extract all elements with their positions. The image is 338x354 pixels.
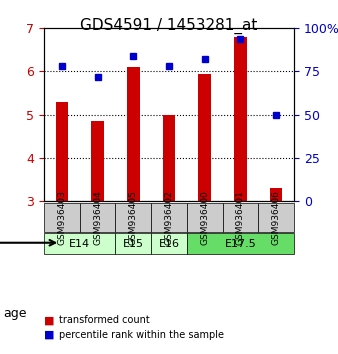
FancyBboxPatch shape (115, 202, 151, 232)
FancyBboxPatch shape (187, 233, 294, 254)
FancyBboxPatch shape (151, 202, 187, 232)
Text: percentile rank within the sample: percentile rank within the sample (59, 330, 224, 339)
Bar (163, 115, 175, 201)
Text: ■: ■ (44, 315, 54, 325)
Bar (270, 188, 283, 201)
Text: GSM936406: GSM936406 (272, 190, 281, 245)
Text: GSM936402: GSM936402 (165, 190, 173, 245)
FancyBboxPatch shape (151, 233, 187, 254)
Text: transformed count: transformed count (59, 315, 150, 325)
Bar (234, 37, 247, 201)
FancyBboxPatch shape (187, 202, 223, 232)
Text: ■: ■ (44, 330, 54, 339)
Text: age: age (3, 307, 27, 320)
Text: E16: E16 (159, 239, 179, 249)
Bar (91, 121, 104, 201)
FancyBboxPatch shape (258, 202, 294, 232)
Bar (198, 74, 211, 201)
FancyBboxPatch shape (44, 233, 115, 254)
Text: GSM936404: GSM936404 (93, 190, 102, 245)
Bar (55, 102, 68, 201)
Text: E14: E14 (69, 239, 90, 249)
Text: GSM936405: GSM936405 (129, 190, 138, 245)
Text: GSM936400: GSM936400 (200, 190, 209, 245)
Text: E15: E15 (123, 239, 144, 249)
FancyBboxPatch shape (80, 202, 115, 232)
Text: E17.5: E17.5 (224, 239, 256, 249)
FancyBboxPatch shape (115, 233, 151, 254)
FancyBboxPatch shape (223, 202, 258, 232)
Text: GSM936401: GSM936401 (236, 190, 245, 245)
Text: GSM936403: GSM936403 (57, 190, 66, 245)
Bar (127, 67, 140, 201)
Text: GDS4591 / 1453281_at: GDS4591 / 1453281_at (80, 18, 258, 34)
FancyBboxPatch shape (44, 202, 80, 232)
